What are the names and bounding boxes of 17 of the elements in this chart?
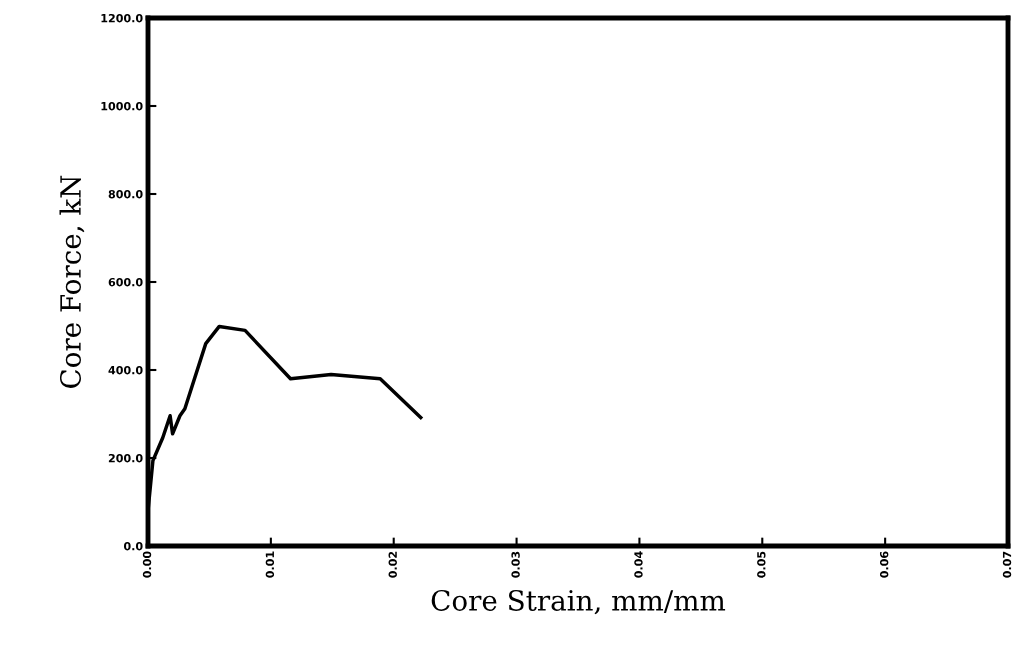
x-tick-label: 0.02 xyxy=(388,551,397,578)
y-axis-title: Core Force, kN xyxy=(59,175,85,388)
y-tick-label: 800.0 xyxy=(108,189,143,199)
y-tick-label: 1000.0 xyxy=(101,101,143,111)
y-tick-label: 1200.0 xyxy=(101,13,143,23)
x-tick-label: 0.00 xyxy=(142,551,152,578)
x-axis-title: Core Strain, mm/mm xyxy=(431,589,726,615)
y-tick-label: 600.0 xyxy=(108,277,143,287)
x-tick-label: 0.05 xyxy=(757,551,766,578)
y-tick-label: 400.0 xyxy=(108,365,143,375)
y-tick-label: 200.0 xyxy=(108,453,143,463)
x-tick-label: 0.06 xyxy=(879,551,889,578)
y-tick-label: 0.0 xyxy=(123,541,143,551)
x-tick-label: 0.01 xyxy=(265,551,275,578)
x-tick-label: 0.04 xyxy=(634,551,643,578)
x-tick-label: 0.07 xyxy=(1002,551,1012,578)
x-tick-label: 0.03 xyxy=(511,551,520,578)
